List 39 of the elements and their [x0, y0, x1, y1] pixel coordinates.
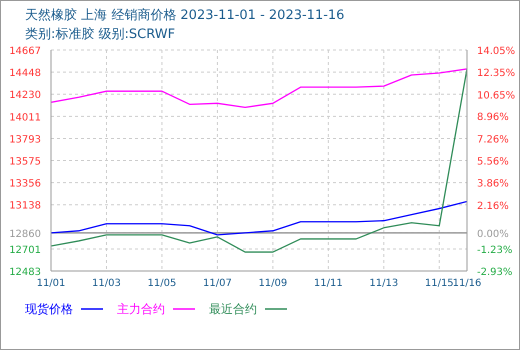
- line-series: [51, 68, 467, 253]
- x-tick-label: 11/01: [36, 278, 66, 290]
- y2-tick-label: 10.65%: [477, 90, 516, 102]
- chart-subtitle: 类别:标准胶 级别:SCRWF: [25, 26, 176, 44]
- x-tick-label: 11/05: [148, 278, 176, 290]
- y-tick-label: 12860: [9, 228, 41, 240]
- x-tick-label: 11/03: [92, 278, 121, 290]
- x-tick-label: 11/11: [314, 278, 343, 290]
- y2-tick-label: 7.26%: [477, 134, 509, 146]
- x-tick-label: 11/13: [369, 278, 398, 290]
- x-tick-label: 11/07: [202, 278, 232, 290]
- chart-title: 天然橡胶 上海 经销商价格 2023-11-01 - 2023-11-16: [25, 7, 346, 25]
- y-tick-label: 12483: [9, 267, 41, 278]
- y-tick-label: 14448: [9, 68, 41, 80]
- y-tick-label: 12701: [9, 244, 41, 256]
- y2-tick-label: -2.93%: [477, 267, 512, 278]
- y2-tick-label: 0.00%: [477, 228, 509, 240]
- y-tick-label: 13575: [9, 156, 41, 168]
- y2-tick-label: 2.16%: [477, 200, 509, 212]
- y-tick-label: 14011: [9, 112, 41, 124]
- y2-tick-label: 8.96%: [477, 112, 509, 124]
- y2-tick-label: 5.56%: [477, 156, 509, 168]
- x-tick-label: 11/16: [452, 278, 482, 290]
- x-tick-label: 11/09: [258, 278, 288, 290]
- y-tick-label: 14667: [9, 46, 41, 57]
- y2-tick-label: 3.86%: [477, 178, 509, 190]
- line-series: [51, 200, 467, 236]
- x-tick-label: 11/15: [424, 278, 454, 290]
- y-tick-label: 14230: [9, 90, 41, 102]
- y2-tick-label: 14.05%: [477, 46, 516, 57]
- line-series: [51, 68, 467, 108]
- y2-tick-label: 12.35%: [477, 68, 516, 80]
- legend-label: 现货价格: [25, 300, 73, 318]
- y-tick-label: 13793: [9, 134, 41, 146]
- legend-label: 最近合约: [209, 300, 257, 318]
- legend-label: 主力合约: [117, 300, 165, 318]
- y2-tick-label: -1.23%: [477, 244, 512, 256]
- y-tick-label: 13356: [9, 178, 41, 190]
- y-tick-label: 13138: [9, 200, 41, 212]
